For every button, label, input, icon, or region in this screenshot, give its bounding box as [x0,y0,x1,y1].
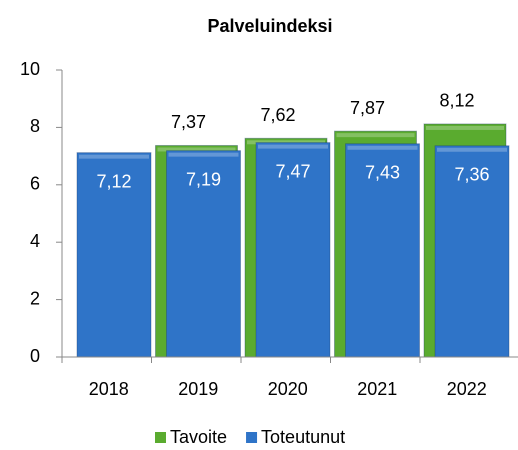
chart-title: Palveluindeksi [207,16,332,36]
bar [76,152,152,358]
legend-label: Tavoite [170,427,227,447]
x-tick-label: 2021 [357,379,397,399]
bar-highlight [157,147,236,152]
bar-highlight [426,125,504,130]
legend-swatch [246,432,258,443]
legend-label: Toteutunut [261,427,345,447]
bar [255,142,331,358]
value-label: 7,12 [96,171,131,191]
x-tick-label: 2018 [89,379,129,399]
bar [434,145,510,358]
y-tick-label: 4 [30,231,40,251]
bar-highlight [347,145,418,150]
y-tick-label: 10 [20,59,40,79]
x-tick-label: 2019 [178,379,218,399]
bar-highlight [79,154,149,159]
value-label: 8,12 [439,91,474,111]
bar-highlight [437,147,507,152]
value-label: 7,62 [260,105,295,125]
value-label: 7,43 [365,163,400,183]
bar-highlight [336,133,415,138]
value-label: 7,19 [186,169,221,189]
value-label: 7,36 [454,165,489,185]
value-label: 7,37 [171,112,206,132]
bar-highlight [168,152,239,157]
value-label: 7,87 [350,98,385,118]
y-tick-label: 8 [30,116,40,136]
bar [345,143,420,358]
y-tick-label: 6 [30,174,40,194]
x-tick-label: 2020 [268,379,308,399]
bar [166,150,241,358]
value-label: 7,47 [275,161,310,181]
x-tick-label: 2022 [447,379,487,399]
legend-swatch [155,432,166,443]
y-tick-label: 2 [30,288,40,308]
bar-highlight [247,140,325,145]
y-tick-label: 0 [30,346,40,366]
bar-highlight [258,144,328,149]
